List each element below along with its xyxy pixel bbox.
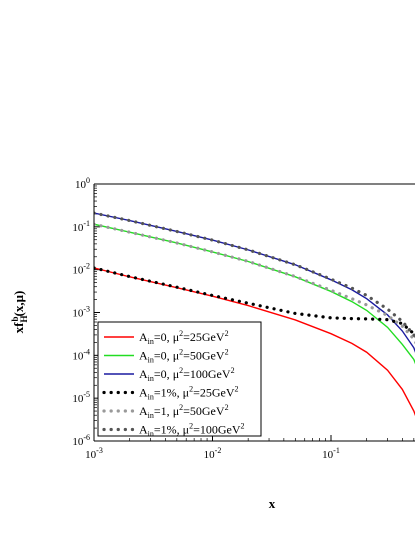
legend-label-3: Ain=0, μ2=100GeV2 [139, 366, 235, 383]
y-tick-label: 10-1 [72, 219, 90, 234]
x-axis-label: x [269, 496, 276, 511]
series-group [94, 211, 415, 417]
series-line-6 [94, 211, 415, 340]
y-tick-label: 100 [75, 176, 90, 191]
series-line-4 [94, 266, 415, 339]
x-tick-label: 10-3 [85, 446, 103, 461]
x-tick-label: 10-2 [204, 446, 222, 461]
y-tick-label: 10-2 [72, 262, 90, 277]
legend-label-5: Ain=1, μ2=50GeV2 [139, 403, 229, 420]
y-tick-label: 10-4 [72, 347, 90, 362]
legend-label-1: Ain=0, μ2=25GeV2 [139, 329, 229, 346]
legend-label-6: Ain=1%, μ2=100GeV2 [139, 422, 245, 439]
y-axis-label: xfHb(x,μ) [10, 291, 29, 334]
y-tick-label: 10-5 [72, 390, 90, 405]
series-line-5 [94, 222, 415, 345]
legend-box [97, 321, 262, 437]
legend-label-4: Ain=1%, μ2=25GeV2 [139, 385, 239, 402]
legend-label-2: Ain=0, μ2=50GeV2 [139, 348, 229, 365]
y-tick-labels: 100 10-1 10-2 10-3 10-4 10-5 10-6 [72, 176, 90, 448]
x-tick-labels: 10-3 10-2 10-1 [85, 446, 340, 461]
x-tick-label: 10-1 [322, 446, 340, 461]
y-tick-label: 10-6 [72, 433, 90, 448]
y-tick-label: 10-3 [72, 305, 90, 320]
